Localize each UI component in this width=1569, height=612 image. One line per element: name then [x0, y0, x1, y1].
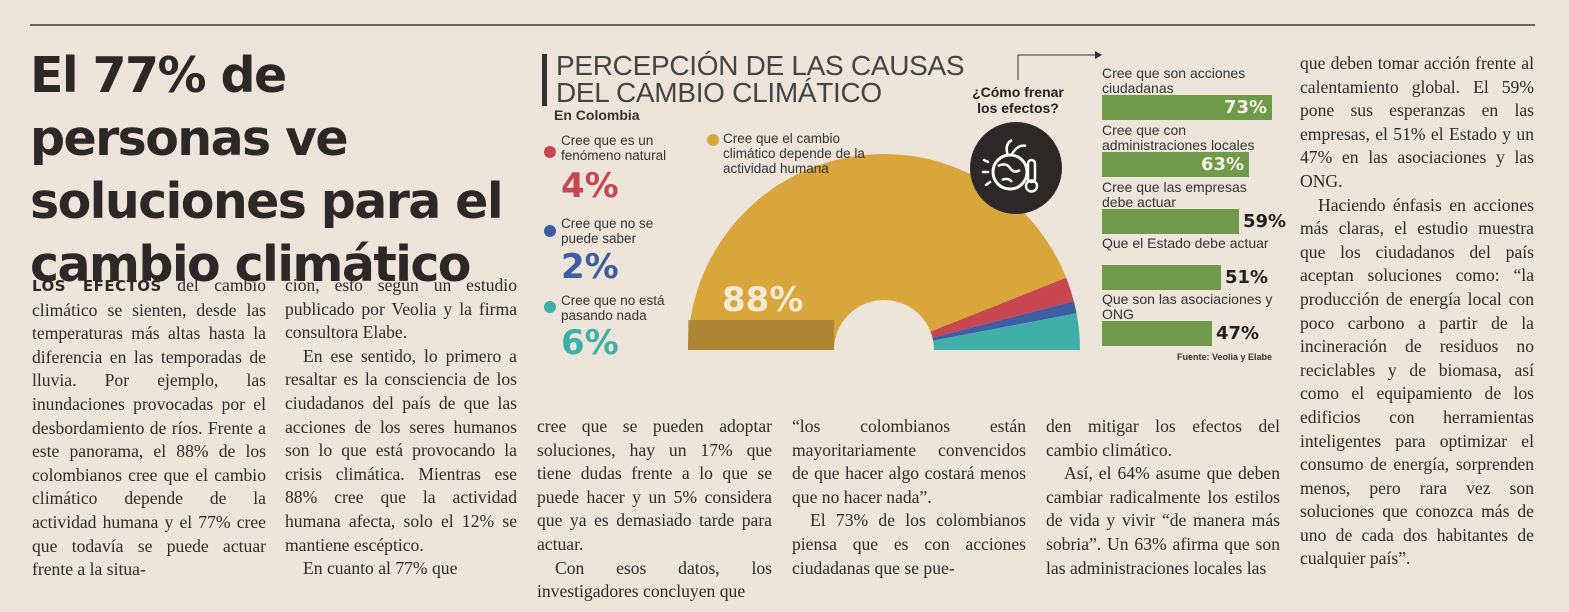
bar-value: 47%	[1216, 323, 1260, 344]
bar-label: Cree que son acciones ciudadanas	[1102, 65, 1246, 96]
col6-p1: que deben tomar acción frente al calenta…	[1300, 53, 1534, 191]
article-column-4: “los colombianos están mayoritariamente …	[792, 415, 1026, 580]
slice-nothing	[933, 313, 1080, 350]
col5-p1: den mitigar los efectos del cambio climá…	[1046, 416, 1280, 460]
bar	[1102, 152, 1249, 177]
slice-natural	[930, 277, 1074, 338]
bar-value: 73%	[1224, 97, 1268, 118]
slice-base-shadow	[688, 320, 834, 350]
connector-arrow	[1095, 51, 1102, 59]
col5-p2: Así, el 64% asume que deben cambiar radi…	[1046, 463, 1280, 578]
bar-value: 63%	[1201, 154, 1245, 175]
legend-text-natural: Cree que es un fenómeno natural	[561, 133, 667, 163]
title-line-1: PERCEPCIÓN DE LAS CAUSAS	[556, 50, 965, 81]
connector-line	[1017, 54, 1095, 80]
col3-p1: cree que se pueden adoptar soluciones, h…	[537, 416, 772, 554]
legend-dot-nothing	[544, 301, 556, 313]
col2-p3: En cuanto al 77% que	[303, 558, 458, 579]
slice-unknown	[932, 301, 1077, 341]
legend-dot-unknown	[544, 225, 556, 237]
col1-text: del cambio climático se sienten, desde l…	[32, 275, 267, 580]
question-heading: ¿Cómo frenar los efectos?	[972, 84, 1064, 116]
legend-text-human: Cree que el cambio climático depende de …	[723, 131, 865, 176]
bar	[1102, 321, 1212, 346]
title-line-2: DEL CAMBIO CLIMÁTICO	[556, 77, 882, 108]
legend-dot-human	[707, 134, 719, 146]
col6-p2: Haciendo énfasis en acciones más claras,…	[1300, 194, 1534, 569]
article-column-6: que deben tomar acción frente al calenta…	[1300, 52, 1534, 571]
article-column-2: ción, esto según un estudio publicado po…	[285, 274, 517, 581]
legend-text-nothing: Cree que no está pasando nada	[561, 293, 665, 323]
slice-human	[688, 154, 1067, 350]
article-column-5: den mitigar los efectos del cambio climá…	[1046, 415, 1280, 580]
legend-dot-natural	[544, 146, 556, 158]
legend-pct-natural: 4%	[561, 166, 619, 206]
source-note: Fuente: Veolia y Elabe	[1177, 352, 1273, 362]
headline: El 77% de personas ve soluciones para el…	[30, 47, 504, 293]
col4-p2: El 73% de los colombianos piensa que es …	[792, 510, 1026, 578]
bar-label: Cree que con administraciones locales	[1102, 122, 1255, 153]
article-column-1: LOS EFECTOS del cambio climático se sien…	[32, 274, 266, 582]
globe-thermometer-icon	[970, 122, 1062, 214]
lead-in: LOS EFECTOS	[32, 277, 162, 295]
legend-pct-nothing: 6%	[561, 323, 619, 363]
col3-p2: Con esos datos, los investigadores concl…	[537, 557, 772, 602]
col2-p2: En ese sentido, lo primero a resaltar es…	[285, 345, 517, 555]
col4-p1: “los colombianos están mayoritariamente …	[792, 416, 1026, 507]
bar	[1102, 209, 1239, 234]
col2-p1: ción, esto según un estudio publicado po…	[285, 275, 517, 343]
top-rule	[30, 24, 1535, 26]
title-bar	[542, 54, 547, 106]
legend-text-unknown: Cree que no se puede saber	[561, 216, 654, 246]
country-label: En Colombia	[554, 107, 640, 123]
bar-label: Que el Estado debe actuar	[1102, 235, 1269, 251]
big-percent-label: 88%	[722, 280, 804, 320]
article-column-3: cree que se pueden adoptar soluciones, h…	[537, 415, 772, 604]
bar	[1102, 265, 1221, 290]
bar-value: 59%	[1243, 211, 1287, 232]
bar	[1102, 95, 1272, 120]
bar-label: Que son las asociaciones y ONG	[1102, 291, 1273, 322]
bar-value: 51%	[1225, 267, 1269, 288]
legend-pct-unknown: 2%	[561, 247, 619, 287]
bar-label: Cree que las empresas debe actuar	[1102, 179, 1247, 210]
